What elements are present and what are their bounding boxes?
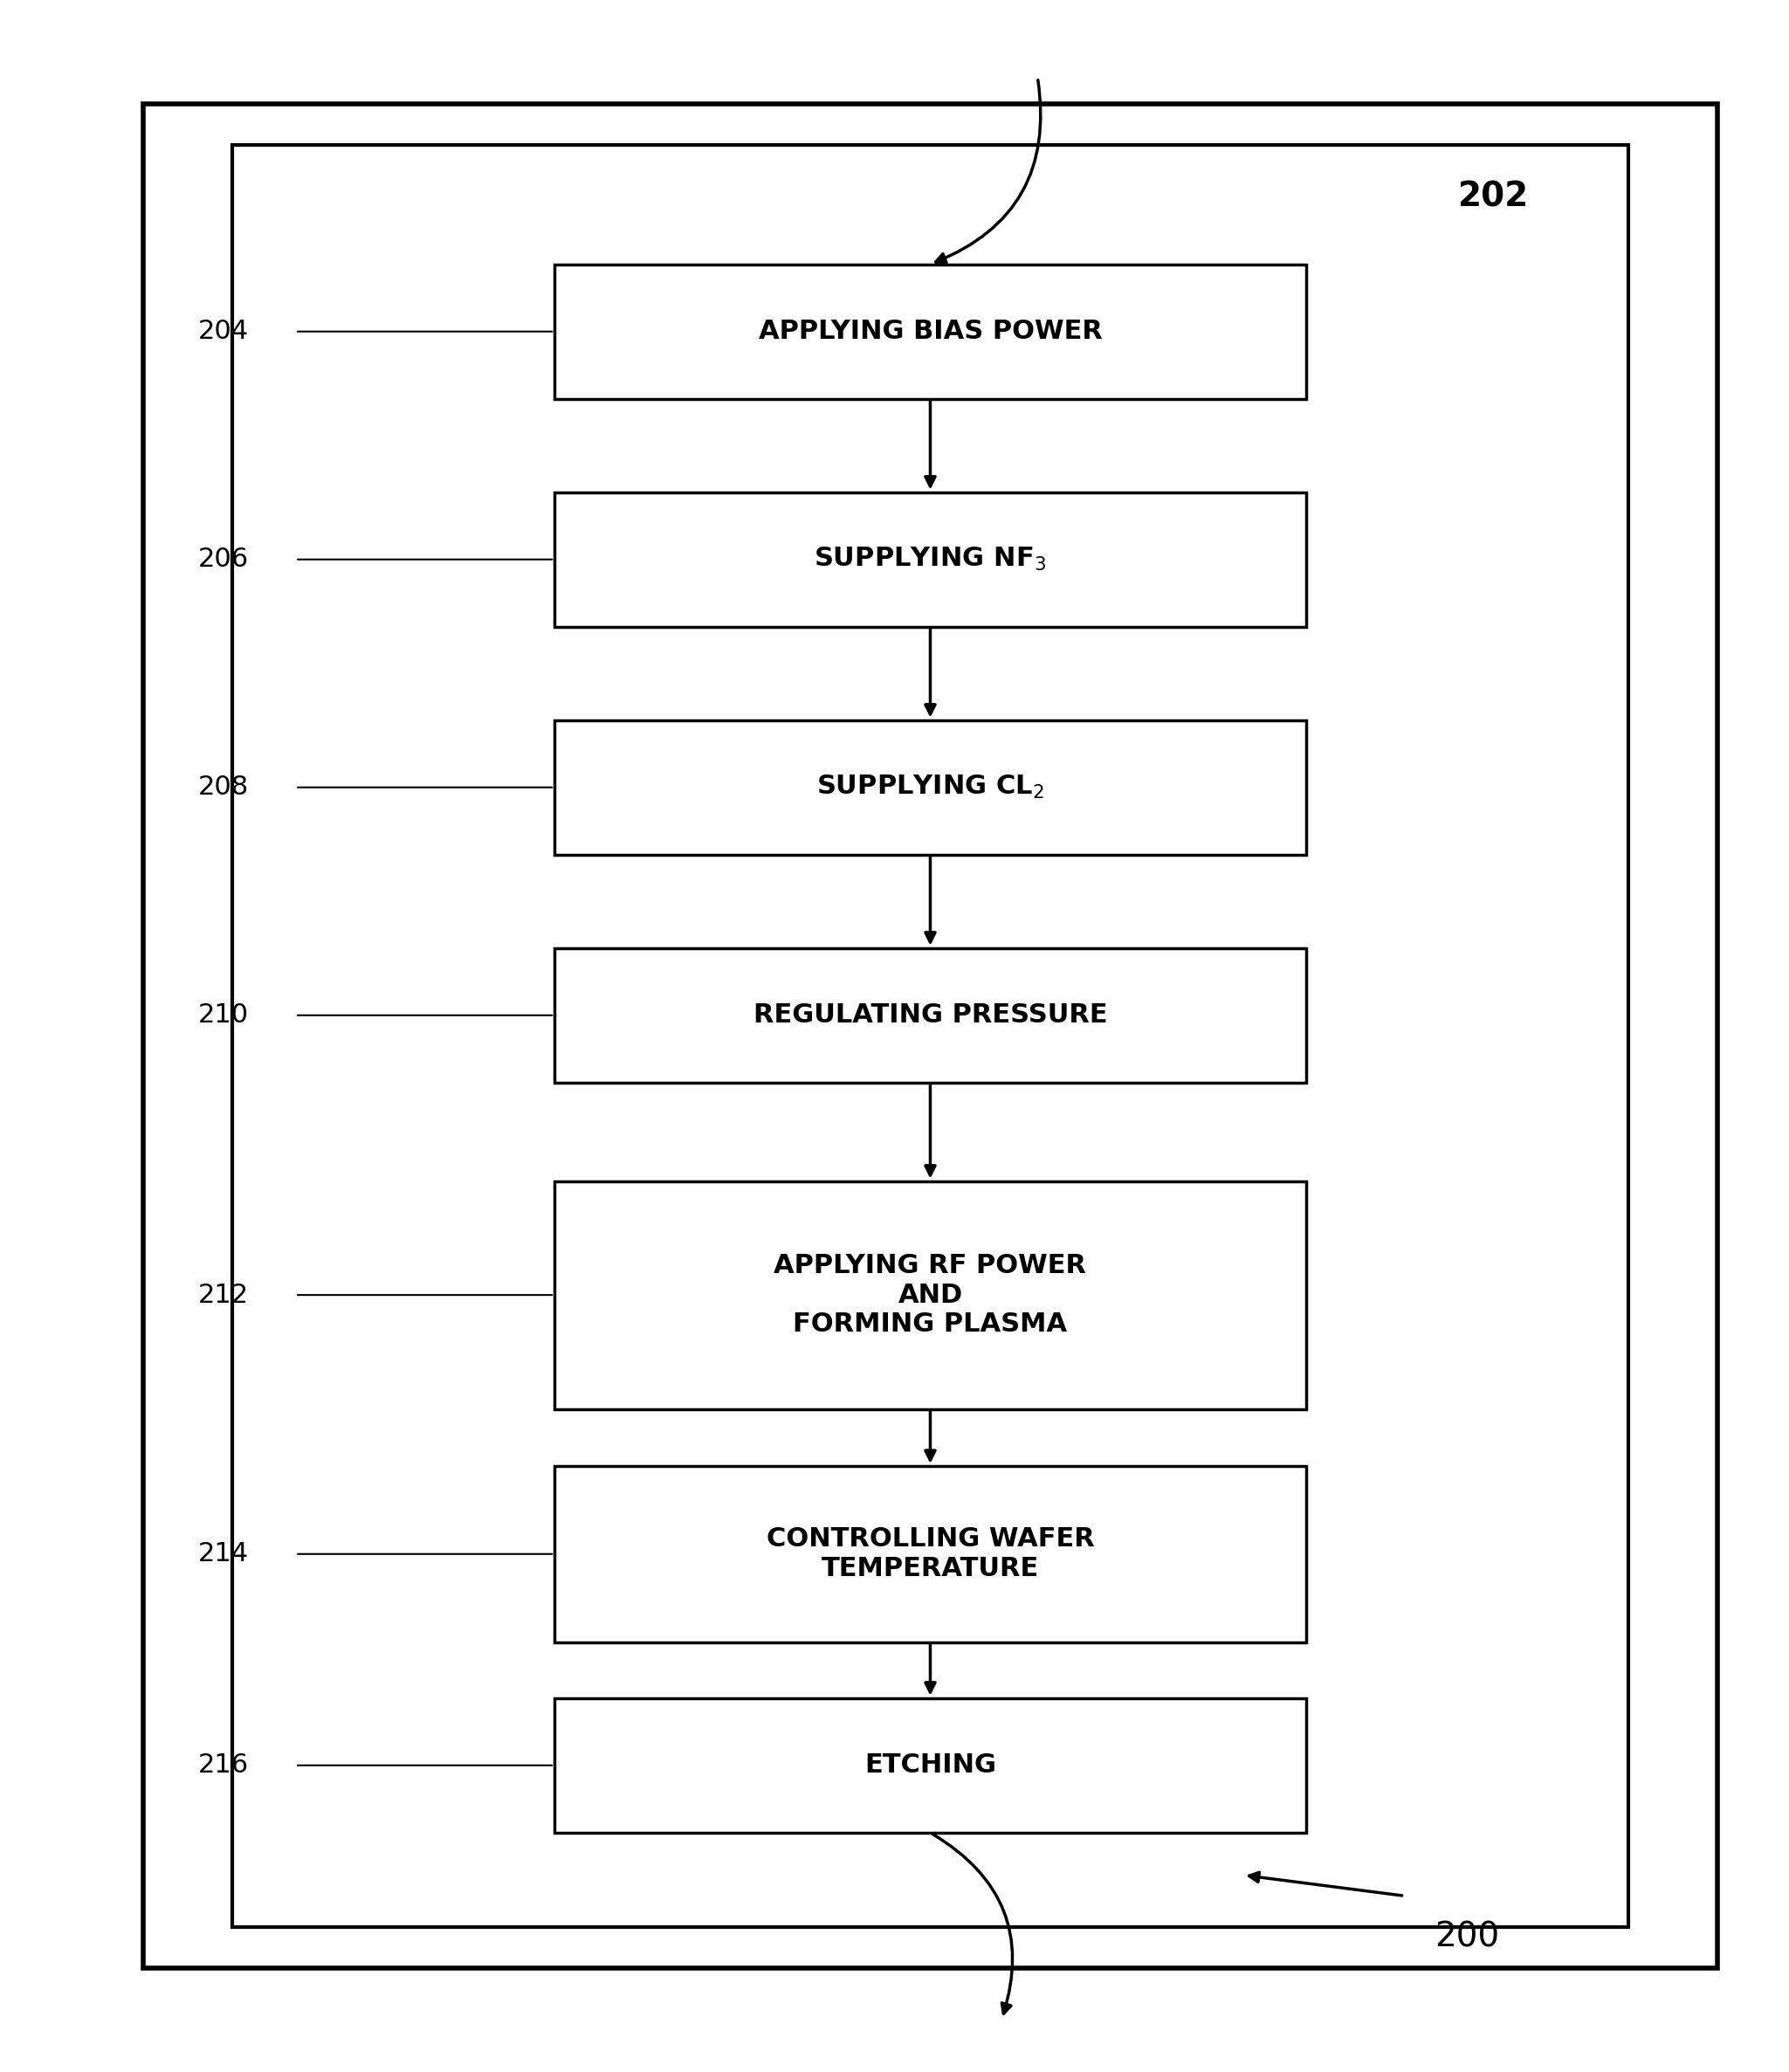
Text: 206: 206	[199, 547, 249, 572]
FancyBboxPatch shape	[555, 1699, 1306, 1834]
Text: 202: 202	[1458, 180, 1530, 213]
FancyBboxPatch shape	[555, 721, 1306, 856]
Text: CONTROLLING WAFER
TEMPERATURE: CONTROLLING WAFER TEMPERATURE	[766, 1527, 1095, 1581]
Text: 204: 204	[199, 319, 249, 344]
Text: REGULATING PRESSURE: REGULATING PRESSURE	[753, 1003, 1107, 1028]
Text: 208: 208	[199, 775, 249, 800]
FancyBboxPatch shape	[555, 493, 1306, 628]
Text: SUPPLYING CL$_2$: SUPPLYING CL$_2$	[816, 773, 1045, 802]
FancyBboxPatch shape	[555, 949, 1306, 1082]
Text: ETCHING: ETCHING	[864, 1753, 996, 1778]
Text: APPLYING RF POWER
AND
FORMING PLASMA: APPLYING RF POWER AND FORMING PLASMA	[775, 1254, 1086, 1336]
Text: APPLYING BIAS POWER: APPLYING BIAS POWER	[759, 319, 1102, 344]
FancyBboxPatch shape	[143, 104, 1717, 1968]
FancyBboxPatch shape	[555, 1467, 1306, 1641]
Text: 212: 212	[199, 1283, 249, 1307]
FancyBboxPatch shape	[555, 1181, 1306, 1409]
Text: 216: 216	[199, 1753, 249, 1778]
Text: 200: 200	[1435, 1921, 1499, 1954]
Text: SUPPLYING NF$_3$: SUPPLYING NF$_3$	[814, 545, 1047, 574]
FancyBboxPatch shape	[233, 145, 1628, 1927]
Text: 210: 210	[199, 1003, 249, 1028]
FancyBboxPatch shape	[555, 265, 1306, 400]
Text: 214: 214	[199, 1542, 249, 1566]
